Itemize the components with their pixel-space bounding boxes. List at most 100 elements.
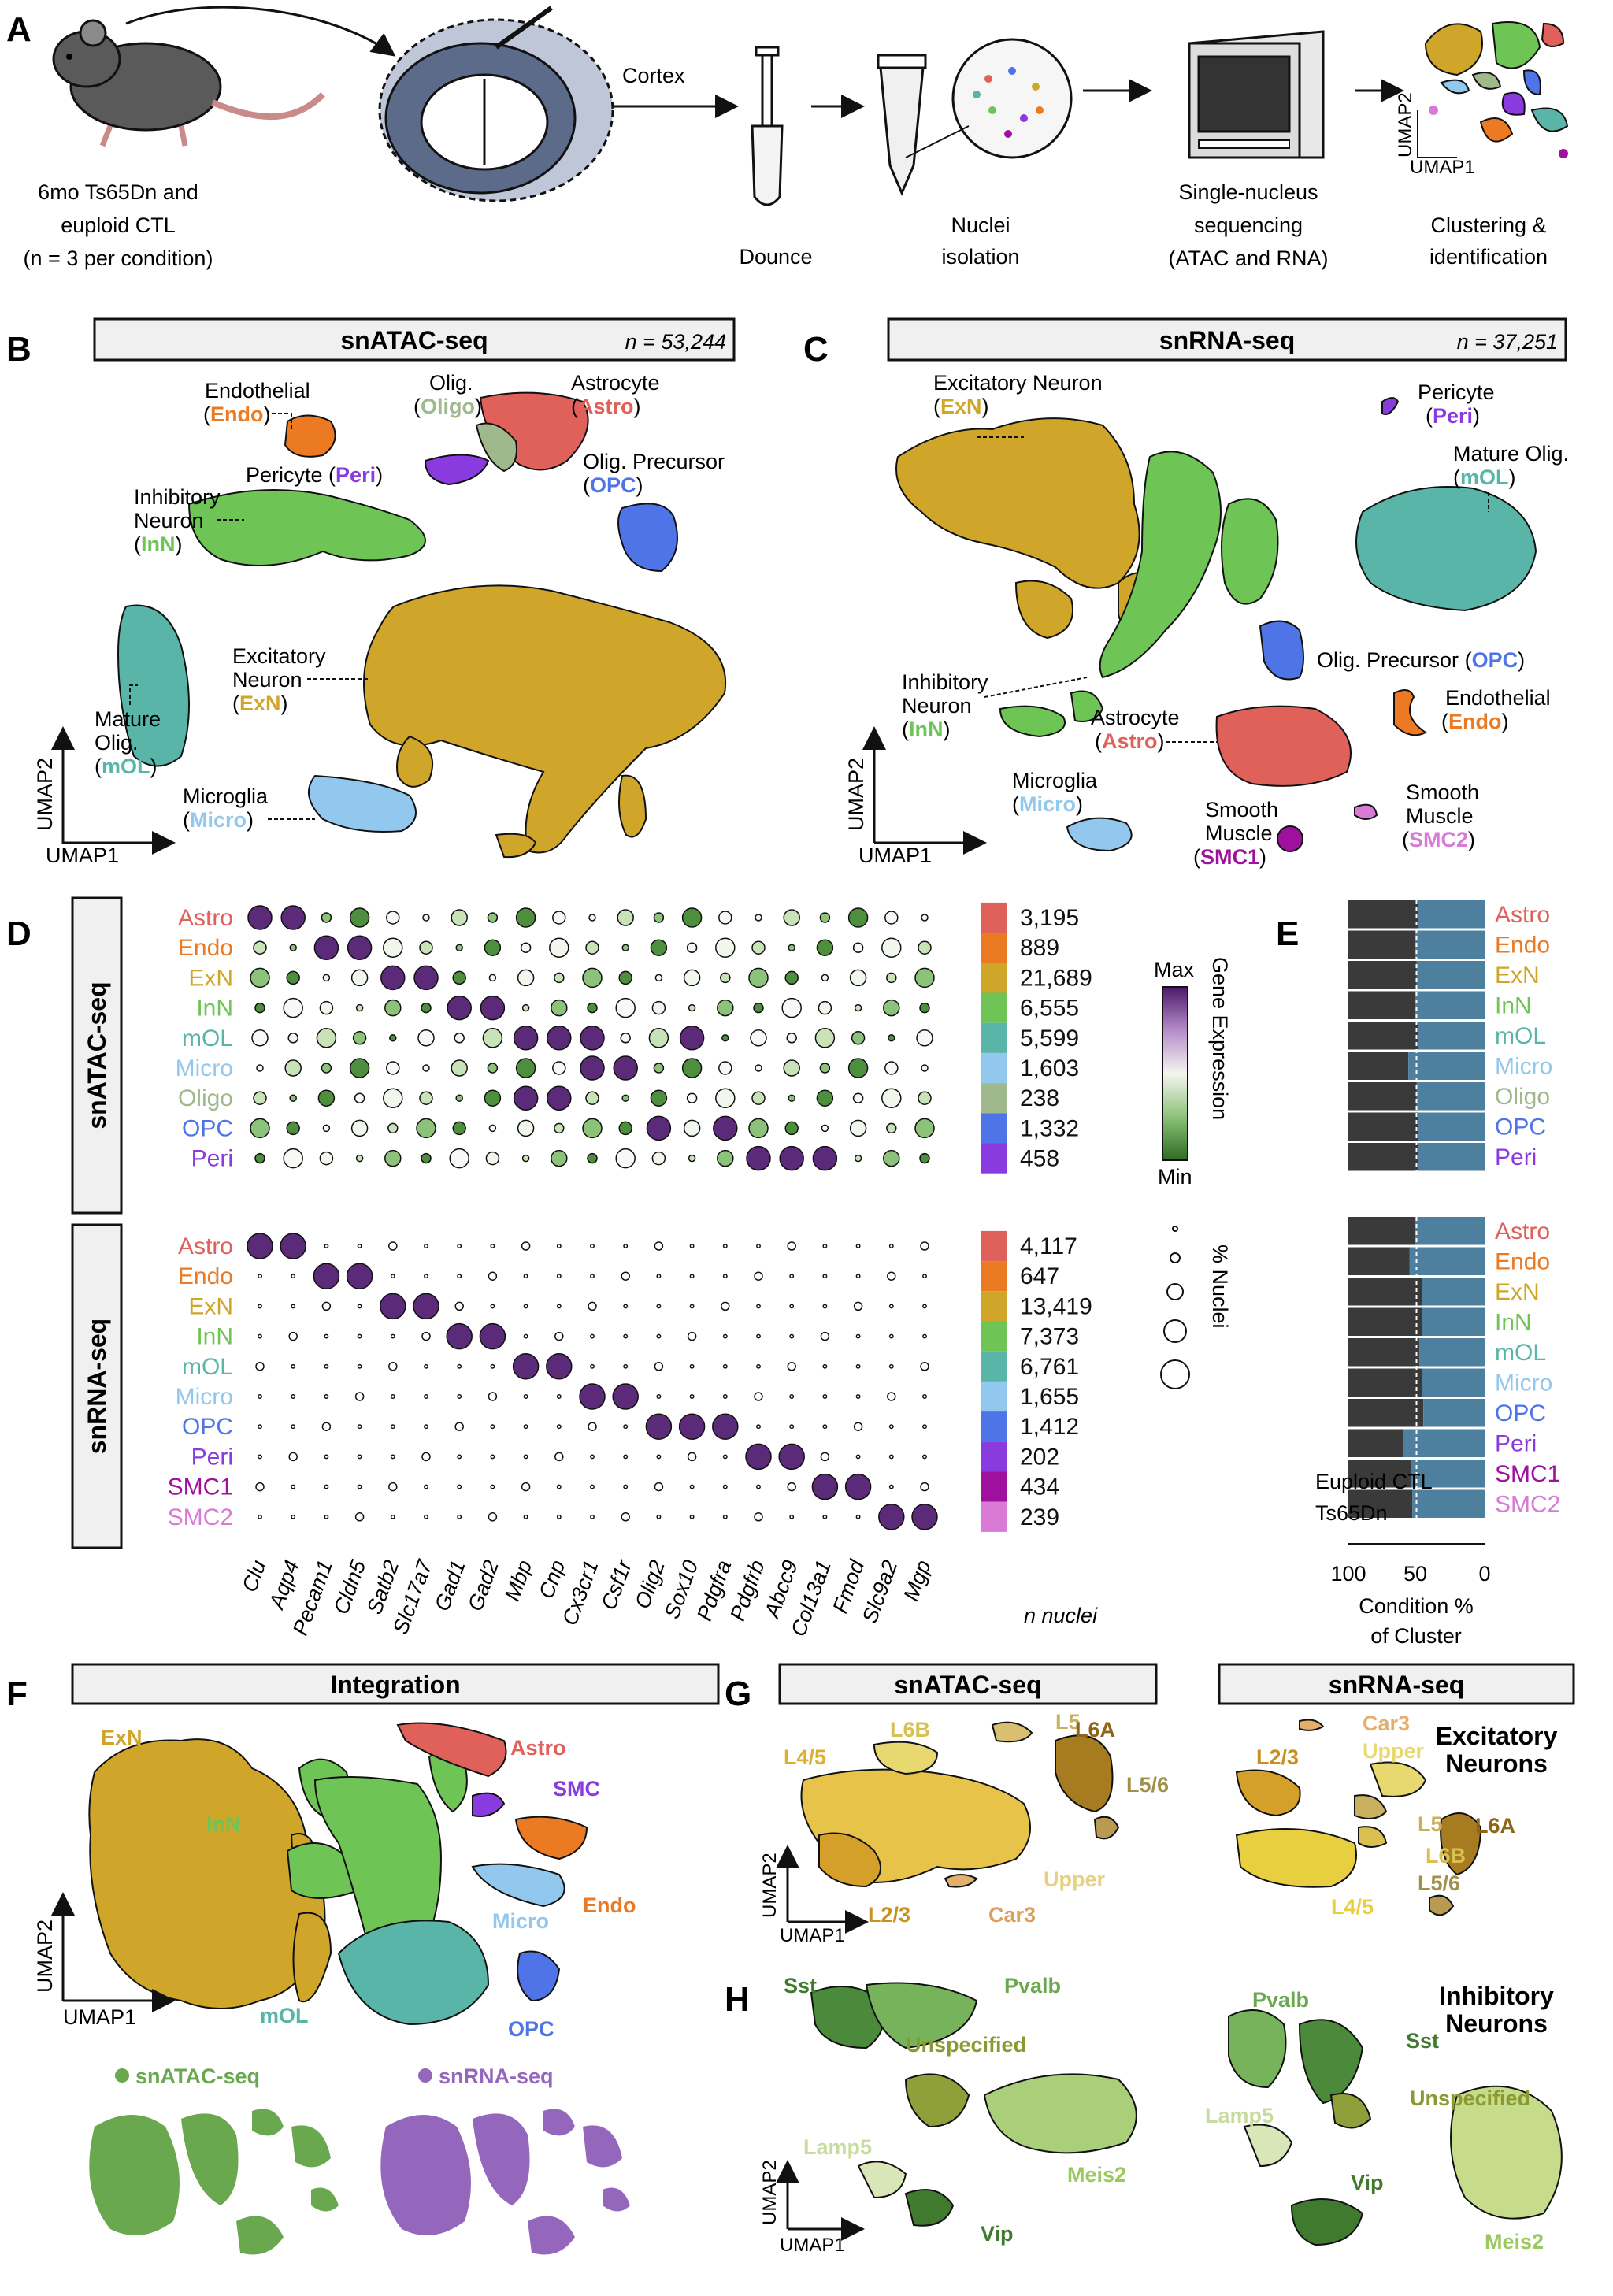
d-dot-atac-Endo-Col13a1 [816,939,834,956]
mouse-line2: euploid CTL [61,213,176,237]
d-count-atac-Astro: 3,195 [1020,905,1079,931]
c-inn1: Inhibitory [902,670,988,694]
d-dot-rna-mOL-Cnp [546,1353,573,1380]
d-dot-atac-mOL-Sox10 [679,1026,705,1051]
d-dot-rna-Micro-Pdgfrb [754,1392,763,1401]
d-dot-rna-mOL-Csf1r [623,1363,629,1369]
d-dot-atac-ExN-Pecam1 [322,974,331,982]
d-dot-atac-Oligo-Pdgfrb [751,1091,766,1105]
d-dot-atac-OPC-Gad2 [488,1124,497,1133]
c-mol-paren: (mOL) [1453,466,1516,489]
d-dot-atac-Endo-Slc17a7 [419,940,433,955]
g-rna-l6a: L6A [1475,1814,1515,1838]
d-dot-atac-Endo-Pdgfra [715,937,736,958]
d-dot-atac-Astro-Pdgfra [718,911,732,925]
d-dot-rna-InN-Fmod [855,1333,861,1339]
d-dot-rna-Endo-Slc17a7 [424,1274,428,1279]
b-endo2: Endo [210,402,264,426]
d-dot-atac-Oligo-Mbp [513,1085,539,1111]
e-bar-euploid-atac-Oligo [1348,1082,1417,1111]
c-smc1c: SMC1 [1200,845,1259,869]
g-exc2: Neurons [1445,1749,1548,1778]
c-opc2: OPC [1472,648,1518,672]
e-label-atac-Astro: Astro [1495,902,1550,928]
d-dot-atac-Oligo-Gad1 [455,1094,463,1102]
d-dot-rna-OPC-Csf1r [623,1424,629,1430]
tube-icon [877,38,1073,196]
d-dot-rna-ExN-Pecam1 [321,1301,332,1311]
d-dot-rna-InN-Gad2 [479,1322,506,1350]
d-dot-atac-ExN-Slc17a7 [413,965,439,991]
d-dot-rna-Micro-Slc17a7 [424,1394,428,1399]
d-dot-rna-OPC-Cx3cr1 [588,1422,597,1431]
e-bar-euploid-rna-Astro [1348,1217,1415,1245]
d-dot-rna-OPC-Pdgfrb [756,1424,761,1430]
d-dot-rna-ExN-Pdgfrb [756,1304,761,1309]
d-dot-rna-mOL-Clu [255,1362,265,1371]
h-atac-vip: Vip [981,2222,1014,2246]
c-micro1: Microglia [1012,769,1098,792]
d-dot-atac-mOL-Olig2 [648,1028,669,1048]
d-dot-atac-ExN-Pdgfra [720,972,731,984]
d-dot-rna-Micro-Aqp4 [291,1394,296,1399]
g-atac-l56: L5/6 [1126,1773,1169,1797]
d-dot-rna-OPC-Satb2 [390,1424,395,1430]
d-dot-atac-mOL-Cnp [547,1026,572,1051]
d-dot-rna-mOL-Aqp4 [291,1363,296,1369]
cortex-label: Cortex [622,64,685,87]
d-dot-rna-Micro-Csf1r [612,1383,639,1410]
e-label-rna-SMC2: SMC2 [1495,1492,1560,1518]
d-row-label-rna-Micro: Micro [176,1384,233,1410]
d-dot-atac-Micro-Gad1 [451,1059,468,1077]
d-swatch-atac-InN [981,992,1007,1023]
d-row-label-rna-Peri: Peri [191,1444,233,1470]
h-atac-unspec: Unspecified [906,2033,1026,2057]
d-dot-atac-Peri-Csf1r [615,1148,636,1169]
g-atac-l23: L2/3 [868,1903,910,1927]
d-dot-rna-InN-Abcc9 [789,1333,795,1339]
d-dot-atac-InN-Mbp [521,1003,530,1012]
d-dot-rna-InN-Cldn5 [357,1333,362,1339]
f-exn: ExN [101,1726,143,1749]
d-dot-rna-InN-Pecam1 [324,1333,329,1339]
d-dot-rna-Endo-Aqp4 [291,1274,296,1279]
d-dot-rna-Peri-Gad2 [490,1454,495,1460]
d-dot-rna-ExN-Mgp [922,1304,927,1309]
g-rna-l56: L5/6 [1418,1871,1460,1895]
d-dot-rna-ExN-Slc17a7 [413,1293,439,1320]
d-dot-rna-mOL-Col13a1 [822,1363,828,1369]
d-dot-atac-Micro-Cldn5 [349,1058,370,1078]
d-dot-rna-Astro-Gad2 [490,1244,495,1248]
h-rna-vip: Vip [1351,2171,1384,2194]
d-dot-rna-SMC2-Gad1 [457,1514,462,1519]
d-dot-rna-ExN-Satb2 [380,1293,406,1320]
c-inn2: Neuron [902,694,972,718]
e-label-rna-ExN: ExN [1495,1279,1540,1305]
b-endo1: Endothelial [205,379,310,402]
d-count-atac-OPC: 1,332 [1020,1115,1079,1141]
d-dot-atac-OPC-Satb2 [387,1122,399,1134]
d-dot-rna-Endo-Abcc9 [789,1274,795,1279]
d-dot-atac-OPC-Fmod [849,1119,867,1137]
g-atac-l45: L4/5 [784,1745,826,1769]
d-dot-rna-Peri-Pdgfrb [745,1443,772,1471]
d-count-atac-Micro: 1,603 [1020,1055,1079,1081]
panelF-umap [88,1722,588,2026]
d-dot-rna-ExN-Cx3cr1 [588,1301,597,1311]
d-dot-atac-OPC-Mgp [914,1118,935,1139]
f-mini-atac [89,2109,339,2255]
d-dot-rna-SMC1-Pdgfra [722,1484,728,1489]
d-dot-rna-InN-Slc17a7 [421,1331,431,1341]
d-dot-rna-SMC1-Mgp [920,1482,929,1492]
d-dot-atac-InN-Satb2 [384,999,402,1017]
d-dot-rna-mOL-Olig2 [654,1362,664,1371]
d-dot-atac-Astro-Pdgfrb [755,914,762,922]
d-dot-rna-ExN-Gad2 [490,1304,495,1309]
e-label-rna-Endo: Endo [1495,1249,1550,1275]
d-dot-rna-ExN-Olig2 [656,1304,662,1309]
e-bar-ts-rna-Peri [1403,1429,1485,1457]
d-dot-rna-OPC-Pecam1 [321,1422,332,1431]
b-peri2: Peri [336,463,376,487]
d-dot-rna-mOL-Pdgfrb [756,1363,761,1369]
d-dot-rna-Endo-Clu [258,1274,262,1279]
